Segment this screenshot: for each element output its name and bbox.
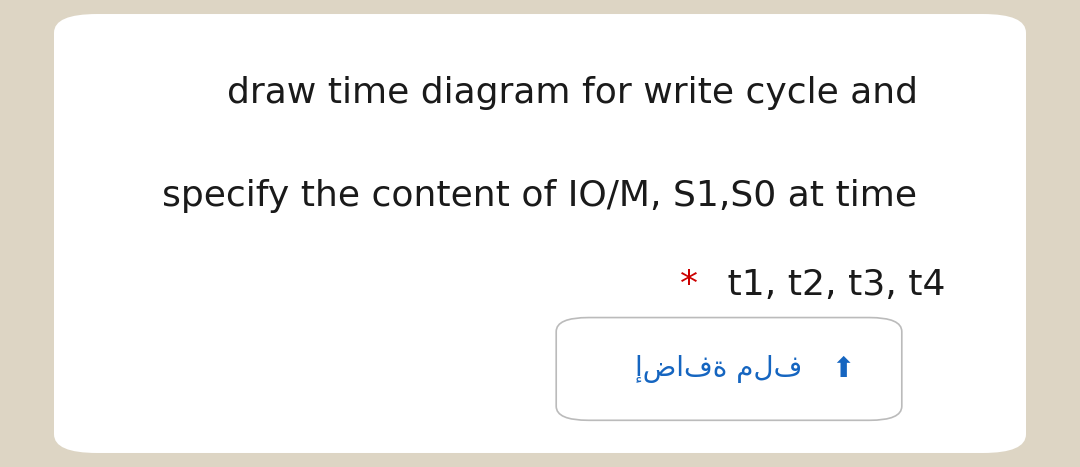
Text: إضافة ملف: إضافة ملف: [635, 355, 801, 383]
Text: draw time diagram for write cycle and: draw time diagram for write cycle and: [227, 77, 918, 110]
Text: specify the content of IO/M, S1,S0 at time: specify the content of IO/M, S1,S0 at ti…: [162, 179, 918, 213]
Text: t1, t2, t3, t4: t1, t2, t3, t4: [715, 268, 945, 302]
FancyBboxPatch shape: [556, 318, 902, 420]
Text: ⬆: ⬆: [831, 355, 854, 383]
Text: *: *: [680, 268, 699, 302]
